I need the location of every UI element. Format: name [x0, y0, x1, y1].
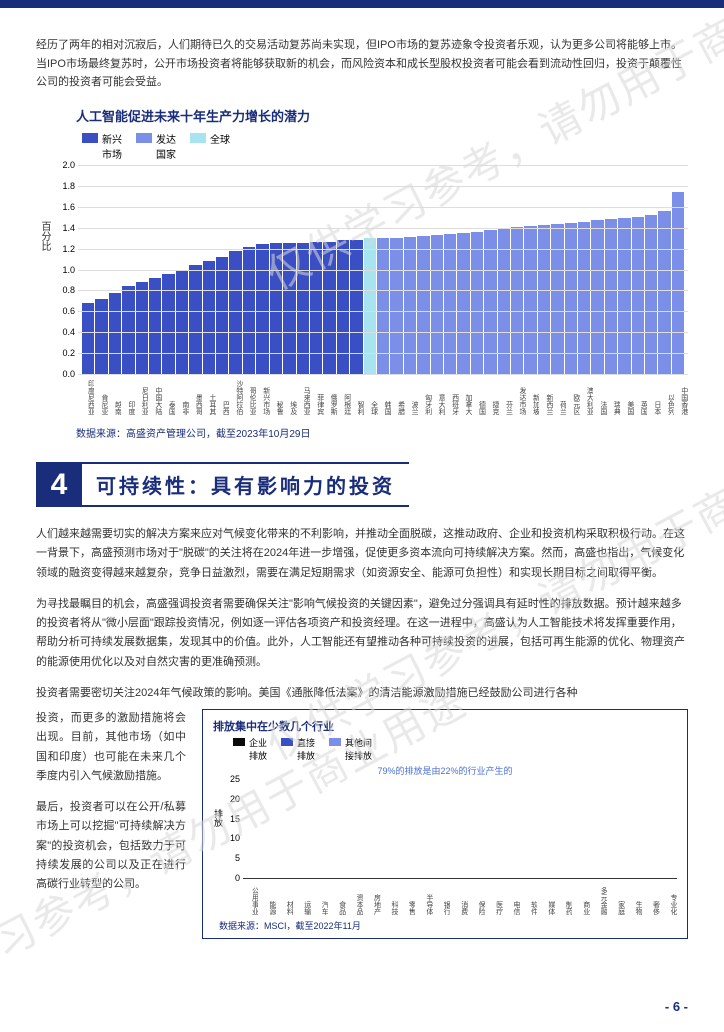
chart1: 百分比 新兴 市场发达 国家全球 0.00.20.40.60.81.01.21.… [36, 131, 688, 415]
section-title: 可持续性：具有影响力的投资 [82, 462, 409, 507]
chart2-title: 排放集中在少数几个行业 [213, 718, 677, 734]
chart2-plot: 0510152025 [243, 779, 677, 879]
chart2-source: 数据来源：MSCI，截至2022年11月 [219, 919, 677, 932]
chart2-box: 排放集中在少数几个行业 企业 排放直接 排放其他间 接排放 79%的排放是由22… [202, 709, 688, 939]
chart1-plot: 0.00.20.40.60.81.01.21.41.61.82.0 [78, 165, 688, 375]
chart1-xlabels: 印度尼西亚肯尼亚越南印度尼日利亚中国大陆泰国南非墨西哥土耳其巴西沙特阿拉伯哥伦比… [82, 375, 688, 415]
section-number: 4 [36, 462, 82, 507]
chart2-ylabel: 排放 [213, 779, 225, 879]
page-number: - 6 - [665, 999, 688, 1014]
left-column: 投资，而更多的激励措施将会出现。目前，其他市场（如中国和印度）也可能在未来几个季… [36, 709, 186, 939]
chart1-legend: 新兴 市场发达 国家全球 [82, 131, 688, 161]
left-p1: 投资，而更多的激励措施将会出现。目前，其他市场（如中国和印度）也可能在未来几个季… [36, 709, 186, 786]
chart2-legend: 企业 排放直接 排放其他间 接排放 [233, 736, 677, 762]
chart2-xlabels: 公用事业能源材料运输汽车食品资本品房地产科技零售半导体银行消费保险医疗电信软件媒… [243, 879, 677, 915]
left-p2: 最后，投资者可以在公开/私募市场上可以挖掘"可持续解决方案"的投资机会，包括致力… [36, 798, 186, 894]
chart1-source: 数据来源：高盛资产管理公司，截至2023年10月29日 [76, 425, 688, 440]
section-header: 4 可持续性：具有影响力的投资 [36, 462, 688, 507]
paragraph-2: 为寻找最瞩目的机会，高盛强调投资者需要确保关注"影响气候投资的关键因素"，避免过… [36, 595, 688, 672]
chart1-ylabel: 百分比 [36, 131, 52, 415]
paragraph-3: 投资者需要密切关注2024年气候政策的影响。美国《通胀降低法案》的清洁能源激励措… [36, 684, 688, 703]
intro-paragraph: 经历了两年的相对沉寂后，人们期待已久的交易活动复苏尚未实现，但IPO市场的复苏迹… [36, 36, 688, 92]
chart1-title: 人工智能促进未来十年生产力增长的潜力 [76, 106, 688, 125]
top-bar [0, 0, 724, 8]
chart2-note: 79%的排放是由22%的行业产生的 [213, 764, 677, 777]
paragraph-1: 人们越来越需要切实的解决方案来应对气候变化带来的不利影响，并推动全面脱碳，这推动… [36, 525, 688, 583]
